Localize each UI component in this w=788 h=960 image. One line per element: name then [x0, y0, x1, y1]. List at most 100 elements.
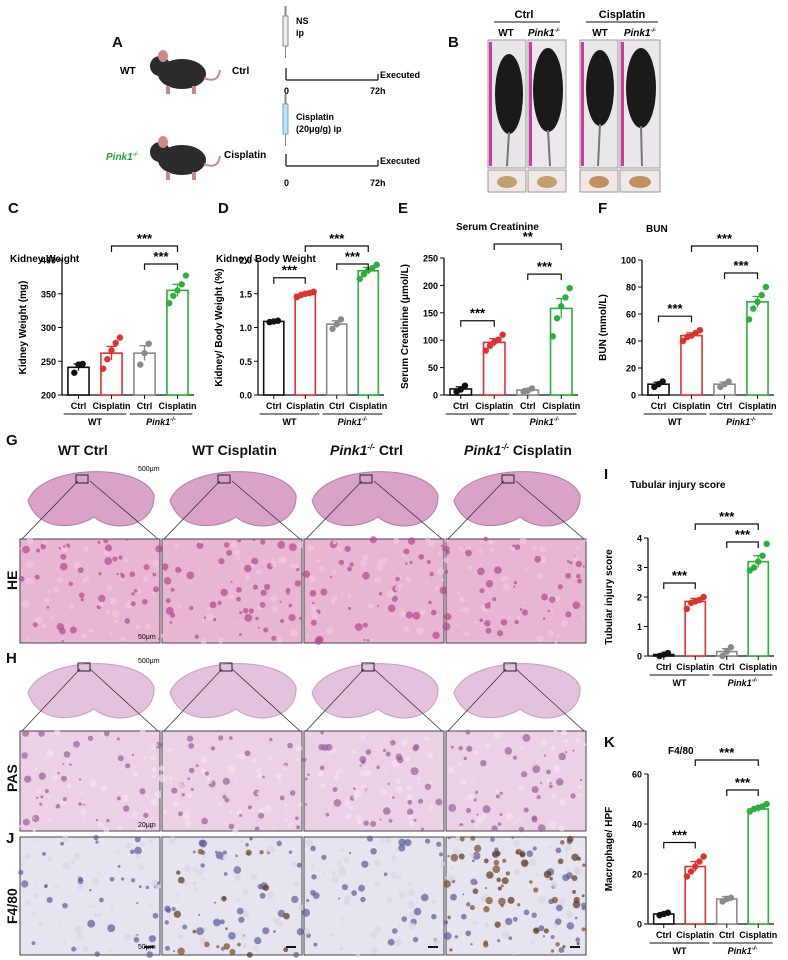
path-E-xlabel-1: Cisplatin	[475, 401, 513, 411]
tissue-texture	[233, 549, 241, 557]
tissue-texture	[289, 628, 298, 637]
tissue-texture	[543, 870, 552, 879]
tissue-texture	[338, 868, 347, 877]
tissue-texture	[229, 736, 233, 740]
tissue-texture	[44, 789, 49, 794]
tissue-texture	[331, 875, 339, 884]
tissue-texture	[445, 874, 451, 881]
tissue-texture	[136, 901, 139, 905]
tissue-texture	[25, 899, 31, 906]
tissue-texture	[31, 910, 36, 916]
path-E-point-1-4	[499, 331, 506, 338]
he-zoom-box-3	[501, 474, 515, 484]
tissue-texture	[507, 896, 515, 904]
pas-overview-tile-3	[446, 651, 586, 727]
tissue-texture	[235, 621, 239, 625]
path-F-point-0-2	[659, 378, 666, 385]
tissue-texture	[238, 803, 241, 806]
tissue-texture	[296, 567, 300, 572]
photo-header-ctrl: Ctrl	[515, 9, 534, 21]
tissue-texture	[217, 600, 222, 606]
tissue-texture	[100, 785, 108, 792]
tissue-texture	[481, 813, 487, 818]
tissue-texture	[150, 745, 155, 751]
tissue-texture	[401, 739, 408, 746]
tissue-texture	[146, 951, 153, 958]
path-C-point-3-1	[170, 292, 177, 299]
pas-zoom-guide-right-0	[89, 668, 159, 732]
tissue-texture	[332, 570, 337, 575]
tissue-texture	[508, 936, 513, 941]
chart-kidney-body-weight: Kidney/ Body Weight Kidney/ Body Weight (…	[214, 231, 387, 425]
tissue-texture	[151, 767, 157, 773]
path-D-xlabel-1: Cisplatin	[286, 401, 324, 411]
pas-zoom-guide-left-2	[305, 668, 365, 732]
tissue-texture	[532, 927, 540, 934]
pas-zoom-guide-right-2	[373, 668, 443, 732]
tissue-texture	[332, 540, 337, 545]
tissue-texture	[474, 750, 479, 755]
tissue-texture	[537, 824, 546, 833]
tissue-texture	[204, 771, 210, 776]
path-K-point-1-4	[700, 853, 707, 860]
tissue-texture	[512, 840, 520, 847]
tissue-texture	[192, 850, 196, 854]
path-K-ytick-label-2: 40	[632, 820, 642, 830]
tissue-texture	[395, 585, 402, 592]
tissue-texture	[485, 744, 491, 750]
he-zoom-box-1	[217, 474, 231, 484]
tissue-texture	[338, 897, 341, 900]
tissue-texture	[443, 920, 449, 925]
tissue-texture	[262, 927, 270, 935]
tissue-texture	[263, 804, 272, 813]
tissue-texture	[523, 601, 527, 604]
panel-label-f: F	[598, 200, 608, 217]
tissue-texture	[521, 609, 529, 616]
tissue-texture	[386, 590, 395, 599]
tissue-texture	[551, 881, 558, 888]
tissue-texture	[135, 853, 142, 860]
tissue-texture	[35, 881, 39, 885]
tissue-texture	[307, 544, 315, 552]
tissue-texture	[149, 825, 153, 829]
tissue-texture	[341, 918, 346, 922]
pas-zoom-bg	[445, 730, 587, 832]
tissue-texture	[470, 835, 476, 841]
tissue-texture	[98, 602, 104, 608]
tissue-texture	[44, 884, 48, 889]
tissue-texture	[420, 827, 424, 831]
tissue-texture	[366, 835, 374, 842]
scale-label-f480-50: 50μm	[138, 944, 156, 951]
tissue-texture	[268, 756, 273, 761]
tissue-texture	[404, 838, 412, 847]
path-K-xlabel-2: Ctrl	[719, 930, 735, 940]
tissue-texture	[104, 557, 113, 565]
tissue-texture	[310, 845, 316, 852]
tissue-texture	[237, 538, 242, 543]
tissue-texture	[393, 537, 400, 544]
path-D-title: Kidney/ Body Weight	[216, 254, 316, 265]
tissue-texture	[236, 556, 241, 561]
tissue-texture	[459, 836, 465, 842]
tissue-texture	[347, 606, 352, 611]
tissue-texture	[333, 774, 340, 781]
tissue-texture	[116, 796, 121, 801]
tissue-texture	[194, 634, 199, 639]
tissue-texture	[256, 791, 262, 796]
tissue-texture	[186, 735, 194, 742]
tissue-texture	[146, 809, 149, 812]
tissue-texture	[359, 770, 367, 778]
tissue-texture	[224, 797, 230, 803]
tissue-texture	[287, 742, 293, 749]
tissue-texture	[104, 544, 113, 552]
tissue-texture	[451, 866, 454, 870]
tissue-texture	[189, 580, 192, 583]
tissue-texture	[483, 858, 489, 864]
tissue-texture	[450, 853, 459, 862]
tissue-texture	[558, 824, 566, 832]
tissue-texture	[248, 608, 254, 614]
tissue-texture	[310, 604, 317, 612]
path-F-ylabel: BUN (mmol/L)	[598, 294, 609, 361]
tissue-texture	[61, 775, 68, 782]
tissue-texture	[502, 583, 511, 591]
